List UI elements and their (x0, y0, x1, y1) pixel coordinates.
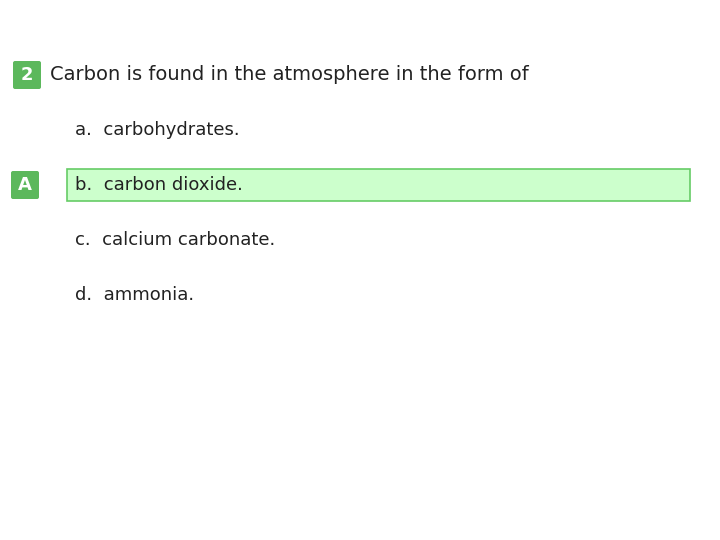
Text: Carbon is found in the atmosphere in the form of: Carbon is found in the atmosphere in the… (50, 65, 528, 84)
Text: c.  calcium carbonate.: c. calcium carbonate. (75, 231, 275, 249)
FancyBboxPatch shape (13, 61, 41, 89)
Text: a.  carbohydrates.: a. carbohydrates. (75, 121, 240, 139)
FancyBboxPatch shape (67, 169, 690, 201)
Text: d.  ammonia.: d. ammonia. (75, 286, 194, 304)
Text: 2: 2 (21, 66, 33, 84)
Text: b.  carbon dioxide.: b. carbon dioxide. (75, 176, 243, 194)
Text: A: A (18, 176, 32, 194)
FancyBboxPatch shape (11, 171, 39, 199)
